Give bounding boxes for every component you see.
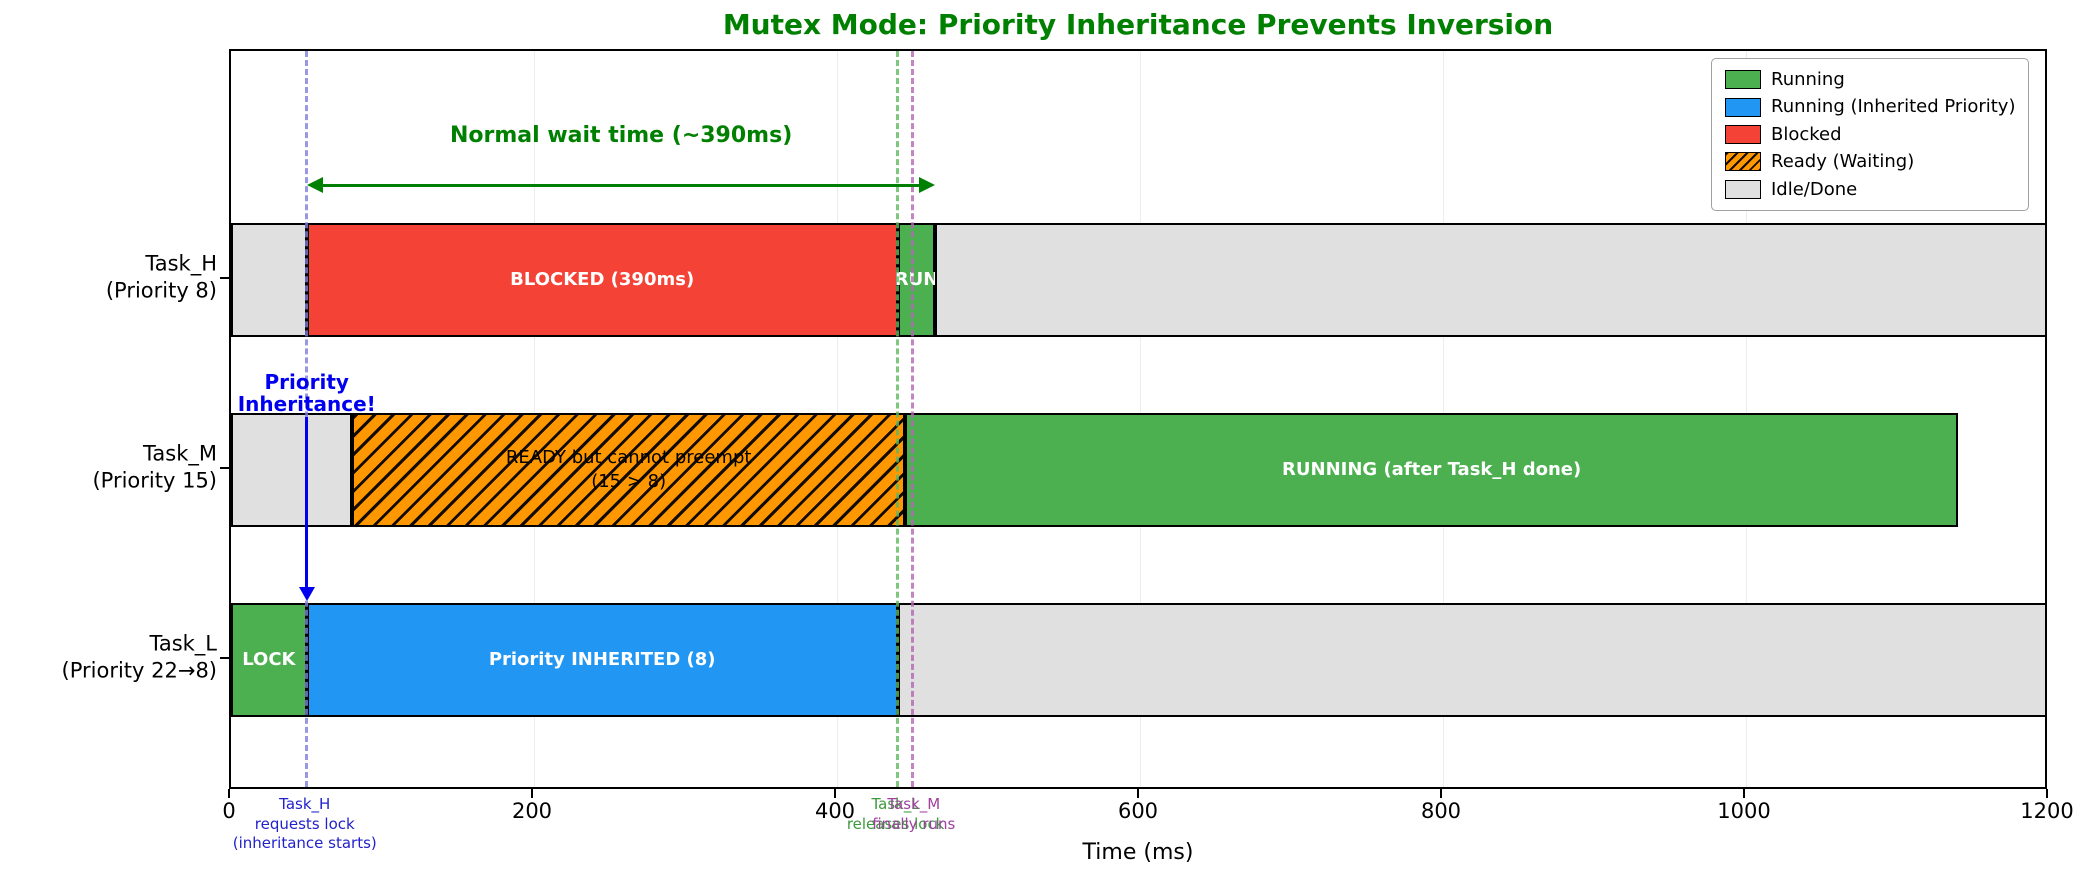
y-axis-label-line: (Priority 15) [92, 469, 217, 493]
event-label-line: Task_M [887, 795, 941, 813]
x-tick-mark [1440, 789, 1442, 798]
legend-item-idle: Idle/Done [1725, 178, 2015, 201]
bar-task-l-idle [897, 603, 2045, 717]
wait-arrow-right-head [919, 177, 936, 193]
wait-arrow-left-head [306, 177, 323, 193]
y-axis-label-line: (Priority 8) [105, 279, 217, 303]
y-axis-label-line: Task_M [143, 441, 217, 466]
x-tick-mark [228, 789, 230, 798]
x-tick-mark [2046, 789, 2048, 798]
bar-label-line: RUNNING (after Task_H done) [1282, 458, 1582, 480]
bar-label: RUN [895, 268, 939, 292]
bar-task-l-running: LOCK [231, 603, 307, 717]
legend-swatch-inherited [1725, 97, 1761, 117]
x-tick-label: 200 [511, 799, 553, 823]
bar-label-line: LOCK [242, 648, 296, 670]
bar-label-line: Priority INHERITED (8) [488, 648, 716, 670]
bar-task-h-idle [935, 223, 2045, 337]
x-tick-label: 400 [814, 799, 856, 823]
bar-task-h-blocked: BLOCKED (390ms) [306, 223, 898, 337]
bar-label-line: (15 > 8) [591, 471, 667, 492]
x-tick-mark [834, 789, 836, 798]
bar-label: RUNNING (after Task_H done) [1282, 458, 1581, 482]
inheritance-arrow-head [298, 587, 315, 601]
y-axis-label-task-m: Task_M (Priority 15) [92, 441, 217, 496]
wait-arrow-line [318, 183, 924, 187]
x-tick-label: 1200 [2020, 799, 2074, 823]
priority-inheritance-line: Priority [264, 370, 349, 394]
legend-label: Idle/Done [1771, 178, 1858, 200]
bar-label: READY but cannot preempt (15 > 8) [506, 446, 752, 495]
bar-label-line: BLOCKED (390ms) [510, 268, 695, 290]
event-label-line: (inheritance starts) [232, 834, 377, 852]
event-label-line: releases lock [846, 814, 945, 833]
event-label-line: Task_H [279, 795, 331, 813]
bar-task-m-idle [231, 413, 353, 527]
legend-item-ready: Ready (Waiting) [1725, 150, 2015, 173]
bar-label: BLOCKED (390ms) [510, 268, 694, 292]
event-label-line: requests lock [254, 814, 355, 833]
x-tick-mark [531, 789, 533, 798]
y-axis-label-line: Task_H [145, 251, 217, 276]
event-label-line: finally runs [872, 814, 956, 833]
event-label-line: Task_L [871, 795, 920, 813]
legend-swatch-running [1725, 70, 1761, 90]
lock-release-line [896, 51, 900, 787]
bar-task-h-running: RUN [895, 223, 939, 337]
y-axis-label-task-l: Task_L (Priority 22→8) [62, 631, 217, 686]
bar-label-line: RUN [894, 268, 939, 290]
event-label-taskm-runs: Task_M finally runs [872, 795, 955, 834]
legend: Running Running (Inherited Priority) Block… [1711, 58, 2030, 211]
legend-swatch-idle [1725, 179, 1761, 199]
y-axis-label-line: Task_L [149, 631, 217, 656]
inheritance-arrow-line [305, 417, 309, 589]
legend-label: Blocked [1771, 123, 1842, 145]
y-axis-label-line: (Priority 22→8) [61, 659, 217, 683]
y-tick-mark [220, 467, 229, 469]
y-axis-label-task-h: Task_H (Priority 8) [106, 251, 217, 306]
bar-label-line: READY but cannot preempt [505, 446, 752, 468]
bar-task-m-running: RUNNING (after Task_H done) [905, 413, 1959, 527]
taskm-runs-line [911, 51, 915, 787]
legend-swatch-ready [1725, 152, 1761, 172]
legend-item-blocked: Blocked [1725, 123, 2015, 146]
bar-task-m-ready: READY but cannot preempt (15 > 8) [352, 413, 906, 527]
x-tick-label: 0 [222, 799, 236, 823]
legend-label: Running (Inherited Priority) [1771, 96, 2016, 118]
x-tick-label: 1000 [1717, 799, 1771, 823]
x-axis-title: Time (ms) [1082, 840, 1194, 865]
x-tick-mark [1137, 789, 1139, 798]
legend-item-running: Running [1725, 68, 2015, 91]
legend-item-inherited: Running (Inherited Priority) [1725, 95, 2015, 118]
legend-label: Running [1771, 69, 1845, 90]
y-tick-mark [220, 277, 229, 279]
chart-title: Mutex Mode: Priority Inheritance Prevent… [722, 8, 1554, 41]
legend-label: Ready (Waiting) [1771, 151, 1915, 173]
bar-task-l-inherited: Priority INHERITED (8) [306, 603, 898, 717]
x-tick-label: 800 [1420, 799, 1462, 823]
y-tick-mark [220, 657, 229, 659]
x-tick-label: 600 [1117, 799, 1159, 823]
event-label-lock-release: Task_L releases lock [847, 795, 945, 834]
priority-inheritance-line: Inheritance! [237, 392, 376, 416]
wait-time-label: Normal wait time (~390ms) [449, 123, 793, 148]
priority-inheritance-label: Priority Inheritance! [238, 371, 376, 415]
bar-task-h-idle [231, 223, 307, 337]
bar-label: LOCK [242, 648, 295, 672]
x-tick-mark [1743, 789, 1745, 798]
legend-swatch-blocked [1725, 124, 1761, 144]
event-label-lock-request: Task_H requests lock (inheritance starts) [233, 795, 377, 854]
bar-label: Priority INHERITED (8) [489, 648, 716, 672]
